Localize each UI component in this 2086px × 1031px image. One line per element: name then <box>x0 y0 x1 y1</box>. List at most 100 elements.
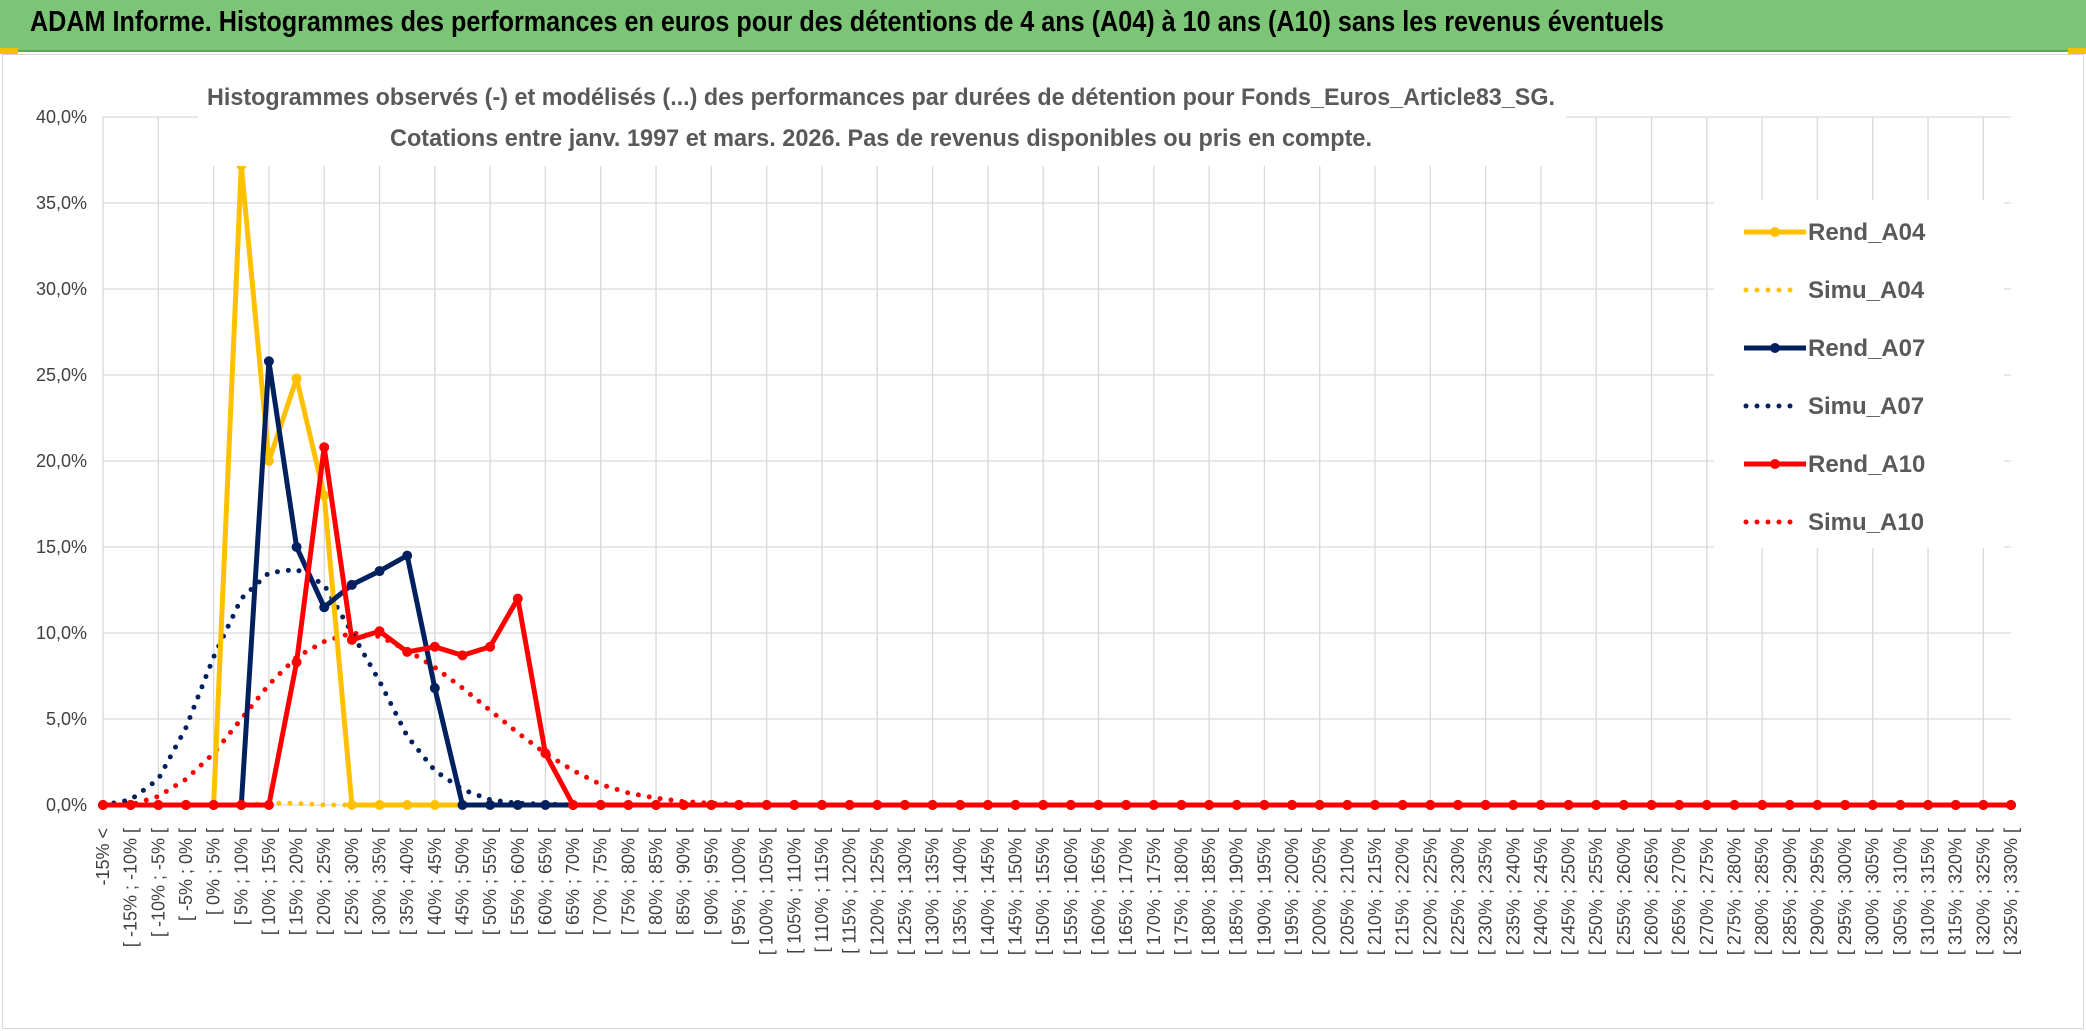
y-tick-label: 15,0% <box>36 537 87 557</box>
data-point-Rend_A10 <box>1121 800 1132 810</box>
data-point-Rend_A10 <box>374 626 385 637</box>
x-tick-label: [ 75% ; 80% [ <box>618 828 638 935</box>
data-point-Rend_A10 <box>98 800 108 810</box>
data-point-Rend_A10 <box>1093 800 1104 810</box>
data-point-Rend_A10 <box>125 800 136 810</box>
x-tick-label: [ 300% ; 305% [ <box>1863 828 1883 955</box>
data-point-Rend_A07 <box>263 356 274 367</box>
data-point-Rend_A10 <box>1508 800 1519 810</box>
data-point-Rend_A07 <box>346 579 357 590</box>
x-tick-label: [ 255% ; 260% [ <box>1614 828 1634 955</box>
data-point-Rend_A10 <box>346 634 357 645</box>
data-point-Rend_A04 <box>291 373 302 384</box>
x-tick-label: [ 150% ; 155% [ <box>1033 828 1053 955</box>
data-point-Rend_A10 <box>568 800 579 810</box>
chart-area <box>2 54 2084 1029</box>
data-point-Rend_A10 <box>1010 800 1021 810</box>
y-tick-label: 25,0% <box>36 365 87 385</box>
x-tick-label: [ 135% ; 140% [ <box>950 828 970 955</box>
x-axis-ticks: -15% < [ -15% ; -10% [[ -10% ; -5% [[ -5%… <box>93 828 2021 955</box>
y-tick-label: 10,0% <box>36 623 87 643</box>
x-tick-label: [ 115% ; 120% [ <box>840 828 860 954</box>
x-tick-label: [ 155% ; 160% [ <box>1061 828 1081 955</box>
data-point-Rend_A10 <box>1674 800 1685 810</box>
x-tick-label: [ -5% ; 0% [ <box>176 828 196 921</box>
y-tick-label: 35,0% <box>36 193 87 213</box>
x-tick-label: [ 170% ; 175% [ <box>1144 828 1164 955</box>
legend-label: Rend_A10 <box>1808 451 1925 478</box>
data-point-Rend_A10 <box>263 800 274 810</box>
data-point-Rend_A10 <box>236 800 247 810</box>
report-title: ADAM Informe. Histogrammes des performan… <box>30 6 1664 38</box>
x-tick-label: [ 270% ; 275% [ <box>1697 828 1717 955</box>
data-point-Rend_A10 <box>1176 800 1187 810</box>
data-point-Rend_A07 <box>457 800 468 810</box>
data-point-Rend_A10 <box>2006 800 2016 810</box>
data-point-Rend_A07 <box>540 800 551 810</box>
data-point-Rend_A10 <box>595 800 606 810</box>
data-point-Rend_A10 <box>1757 800 1768 810</box>
data-point-Rend_A10 <box>1204 800 1215 810</box>
data-point-Rend_A07 <box>512 800 523 810</box>
gridlines <box>102 116 2011 806</box>
chart-legend: Rend_A04 Simu_A04 Rend_A07 Simu_A07 Rend_A10… <box>1714 200 2004 548</box>
x-tick-label: [ 70% ; 75% [ <box>591 828 611 935</box>
data-point-Rend_A07 <box>291 542 302 552</box>
x-tick-label: [ 40% ; 45% [ <box>425 828 445 935</box>
legend-item-Rend_A10: Rend_A10 <box>1744 451 1925 478</box>
data-point-Rend_A10 <box>512 593 523 604</box>
x-tick-label: [ 220% ; 225% [ <box>1420 828 1440 955</box>
x-tick-label: [ 315% ; 320% [ <box>1946 828 1966 955</box>
x-tick-label: [ 10% ; 15% [ <box>259 828 279 935</box>
data-point-Rend_A10 <box>1397 800 1408 810</box>
data-point-Rend_A10 <box>816 800 827 810</box>
x-tick-label: [ 240% ; 245% [ <box>1531 828 1551 955</box>
x-tick-label: [ 290% ; 295% [ <box>1807 828 1827 955</box>
y-tick-label: 30,0% <box>36 279 87 299</box>
x-tick-label: [ 295% ; 300% [ <box>1835 828 1855 955</box>
x-tick-label: [ 190% ; 195% [ <box>1254 828 1274 955</box>
data-point-Rend_A07 <box>429 683 440 694</box>
data-point-Rend_A10 <box>955 800 966 810</box>
x-tick-label: [ 230% ; 235% [ <box>1476 828 1496 955</box>
report-banner: ADAM Informe. Histogrammes des performan… <box>0 0 2086 52</box>
x-tick-label: [ 195% ; 200% [ <box>1282 828 1302 955</box>
y-tick-label: 0,0% <box>46 795 87 815</box>
x-tick-label: [ 265% ; 270% [ <box>1669 828 1689 955</box>
x-tick-label: [ 95% ; 100% [ <box>729 828 749 945</box>
x-tick-label: [ 35% ; 40% [ <box>397 828 417 935</box>
x-tick-label: [ 225% ; 230% [ <box>1448 828 1468 955</box>
x-tick-label: [ -10% ; -5% [ <box>148 828 168 937</box>
data-point-Rend_A10 <box>1646 800 1657 810</box>
x-tick-label: [ 235% ; 240% [ <box>1503 828 1523 955</box>
x-tick-label: [ 185% ; 190% [ <box>1227 828 1247 955</box>
x-tick-label: [ 65% ; 70% [ <box>563 828 583 935</box>
x-tick-label: [ 175% ; 180% [ <box>1171 828 1191 955</box>
x-tick-label: [ 20% ; 25% [ <box>314 828 334 935</box>
data-point-Rend_A10 <box>1895 800 1906 810</box>
legend-label: Simu_A04 <box>1808 277 1925 304</box>
data-point-Rend_A07 <box>402 550 413 561</box>
series-line-Rend_A10 <box>103 444 2011 808</box>
x-tick-label: [ 210% ; 215% [ <box>1365 828 1385 955</box>
data-point-Rend_A10 <box>1065 800 1076 810</box>
legend-background <box>1714 200 2004 548</box>
x-tick-label: [ 50% ; 55% [ <box>480 828 500 935</box>
legend-marker <box>1770 459 1780 469</box>
data-point-Rend_A04 <box>429 800 440 810</box>
data-point-Rend_A10 <box>1867 800 1878 810</box>
data-point-Rend_A10 <box>402 646 413 657</box>
data-point-Rend_A04 <box>402 800 413 810</box>
data-point-Rend_A10 <box>1978 800 1989 810</box>
x-tick-label: [ 30% ; 35% [ <box>370 828 390 935</box>
series-line-Simu_A07 <box>100 566 2014 808</box>
data-point-Rend_A10 <box>1370 800 1380 810</box>
data-point-Rend_A10 <box>1923 800 1934 810</box>
data-point-Rend_A10 <box>899 800 910 810</box>
data-point-Rend_A10 <box>678 800 689 810</box>
chart-title-background <box>198 74 1566 166</box>
x-tick-label: [ 90% ; 95% [ <box>701 828 721 935</box>
banner-corner-right <box>2068 48 2086 54</box>
data-point-Rend_A10 <box>208 800 219 810</box>
x-tick-label: [ -15% ; -10% [ <box>121 828 141 947</box>
